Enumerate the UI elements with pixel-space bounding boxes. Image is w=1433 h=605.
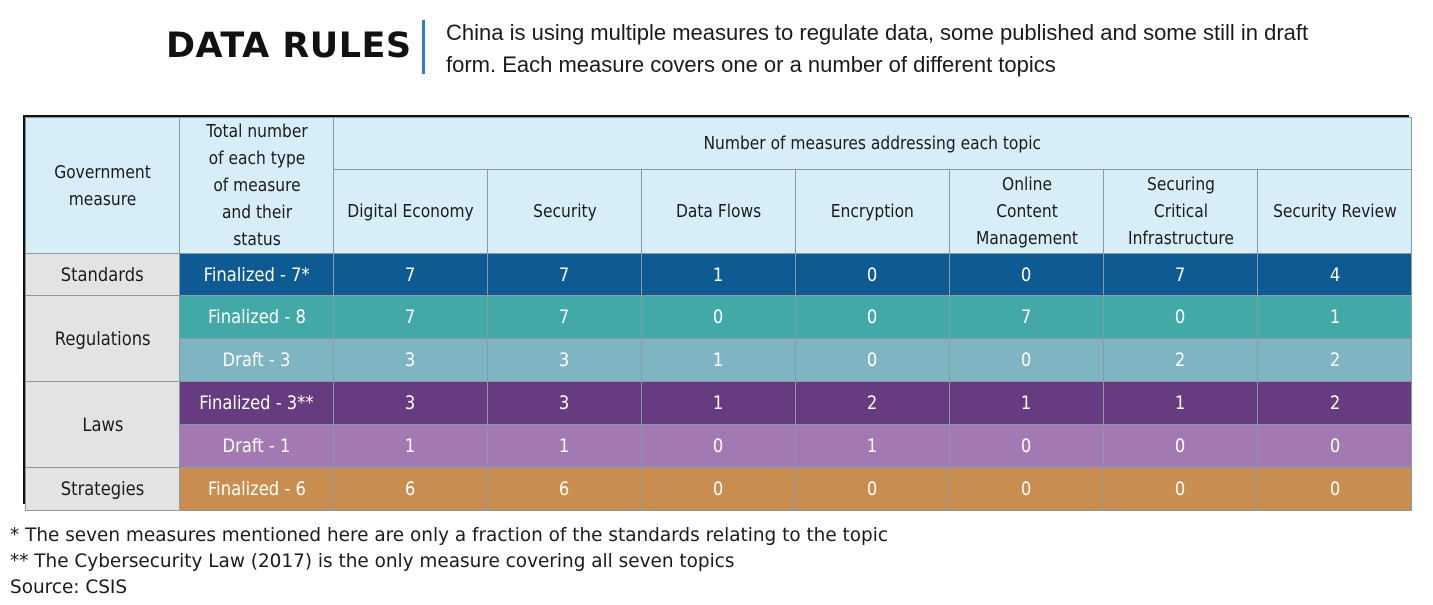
value-cell: 0 xyxy=(949,424,1104,468)
value-cell: 7 xyxy=(949,295,1104,339)
header-measure: Government measure xyxy=(25,117,180,254)
header-topic: Security Review xyxy=(1256,168,1413,254)
header-status: Total number of each type of measure and… xyxy=(179,117,334,254)
data-table: Government measure Total number of each … xyxy=(23,115,1413,511)
value-cell: 6 xyxy=(333,467,488,511)
status-cell: Draft - 3 xyxy=(179,338,334,382)
value-cell: 7 xyxy=(333,295,488,339)
value-cell: 0 xyxy=(1103,467,1258,511)
chart-subtitle: China is using multiple measures to regu… xyxy=(446,20,1309,77)
footnote-2: ** The Cybersecurity Law (2017) is the o… xyxy=(10,550,735,572)
value-cell: 1 xyxy=(641,253,796,296)
value-cell: 4 xyxy=(1256,253,1413,296)
value-cell: 3 xyxy=(487,381,642,425)
value-cell: 7 xyxy=(1103,253,1258,296)
measure-cell: Standards xyxy=(25,253,180,296)
value-cell: 0 xyxy=(949,467,1104,511)
value-cell: 1 xyxy=(1256,295,1413,339)
header: DATA RULES China is using multiple measu… xyxy=(0,0,1433,105)
header-topic: Digital Economy xyxy=(333,168,488,254)
header-topic: Encryption xyxy=(795,168,950,254)
header-topic: Online Content Management xyxy=(949,168,1104,254)
header-topic-group: Number of measures addressing each topic xyxy=(332,117,1413,170)
value-cell: 6 xyxy=(487,467,642,511)
value-cell: 2 xyxy=(1103,338,1258,382)
status-cell: Finalized - 6 xyxy=(179,467,334,511)
value-cell: 1 xyxy=(795,424,950,468)
value-cell: 7 xyxy=(487,295,642,339)
value-cell: 1 xyxy=(1103,381,1258,425)
value-cell: 2 xyxy=(1256,338,1413,382)
value-cell: 0 xyxy=(1103,424,1258,468)
value-cell: 1 xyxy=(333,424,488,468)
value-cell: 1 xyxy=(487,424,642,468)
footnotes: * The seven measures mentioned here are … xyxy=(10,522,915,600)
value-cell: 0 xyxy=(1256,467,1413,511)
table-body: Standards Finalized - 7* 7 7 1 0 0 7 4 Regulation… xyxy=(25,253,1413,511)
value-cell: 0 xyxy=(641,467,796,511)
measure-cell: Regulations xyxy=(25,295,180,382)
value-cell: 2 xyxy=(795,381,950,425)
value-cell: 0 xyxy=(1103,295,1258,339)
table-row: Laws Finalized - 3** 3 3 1 2 1 1 2 xyxy=(25,381,1413,468)
status-cell: Draft - 1 xyxy=(179,424,334,468)
value-cell: 0 xyxy=(641,424,796,468)
measure-cell: Laws xyxy=(25,381,180,468)
value-cell: 1 xyxy=(949,381,1104,425)
value-cell: 0 xyxy=(1256,424,1413,468)
value-cell: 3 xyxy=(333,381,488,425)
value-cell: 0 xyxy=(795,295,950,339)
value-cell: 3 xyxy=(333,338,488,382)
header-topic: Data Flows xyxy=(641,168,796,254)
table-row: Standards Finalized - 7* 7 7 1 0 0 7 4 xyxy=(25,253,1413,296)
value-cell: 3 xyxy=(487,338,642,382)
value-cell: 1 xyxy=(641,381,796,425)
value-cell: 0 xyxy=(949,253,1104,296)
value-cell: 7 xyxy=(333,253,488,296)
chart-title: DATA RULES xyxy=(166,26,412,66)
value-cell: 0 xyxy=(949,338,1104,382)
value-cell: 0 xyxy=(795,253,950,296)
footnote-1: * The seven measures mentioned here are … xyxy=(10,524,889,546)
value-cell: 1 xyxy=(641,338,796,382)
source-note: Source: CSIS xyxy=(10,576,128,598)
measure-cell: Strategies xyxy=(25,467,180,511)
value-cell: 0 xyxy=(795,338,950,382)
value-cell: 7 xyxy=(487,253,642,296)
status-cell: Finalized - 8 xyxy=(179,295,334,339)
status-cell: Finalized - 7* xyxy=(179,253,334,296)
value-cell: 2 xyxy=(1256,381,1413,425)
title-divider xyxy=(422,20,425,74)
value-cell: 0 xyxy=(795,467,950,511)
value-cell: 0 xyxy=(641,295,796,339)
header-topic: Securing Critical Infrastructure xyxy=(1103,168,1258,254)
status-cell: Finalized - 3** xyxy=(179,381,334,425)
header-topic: Security xyxy=(487,168,642,254)
